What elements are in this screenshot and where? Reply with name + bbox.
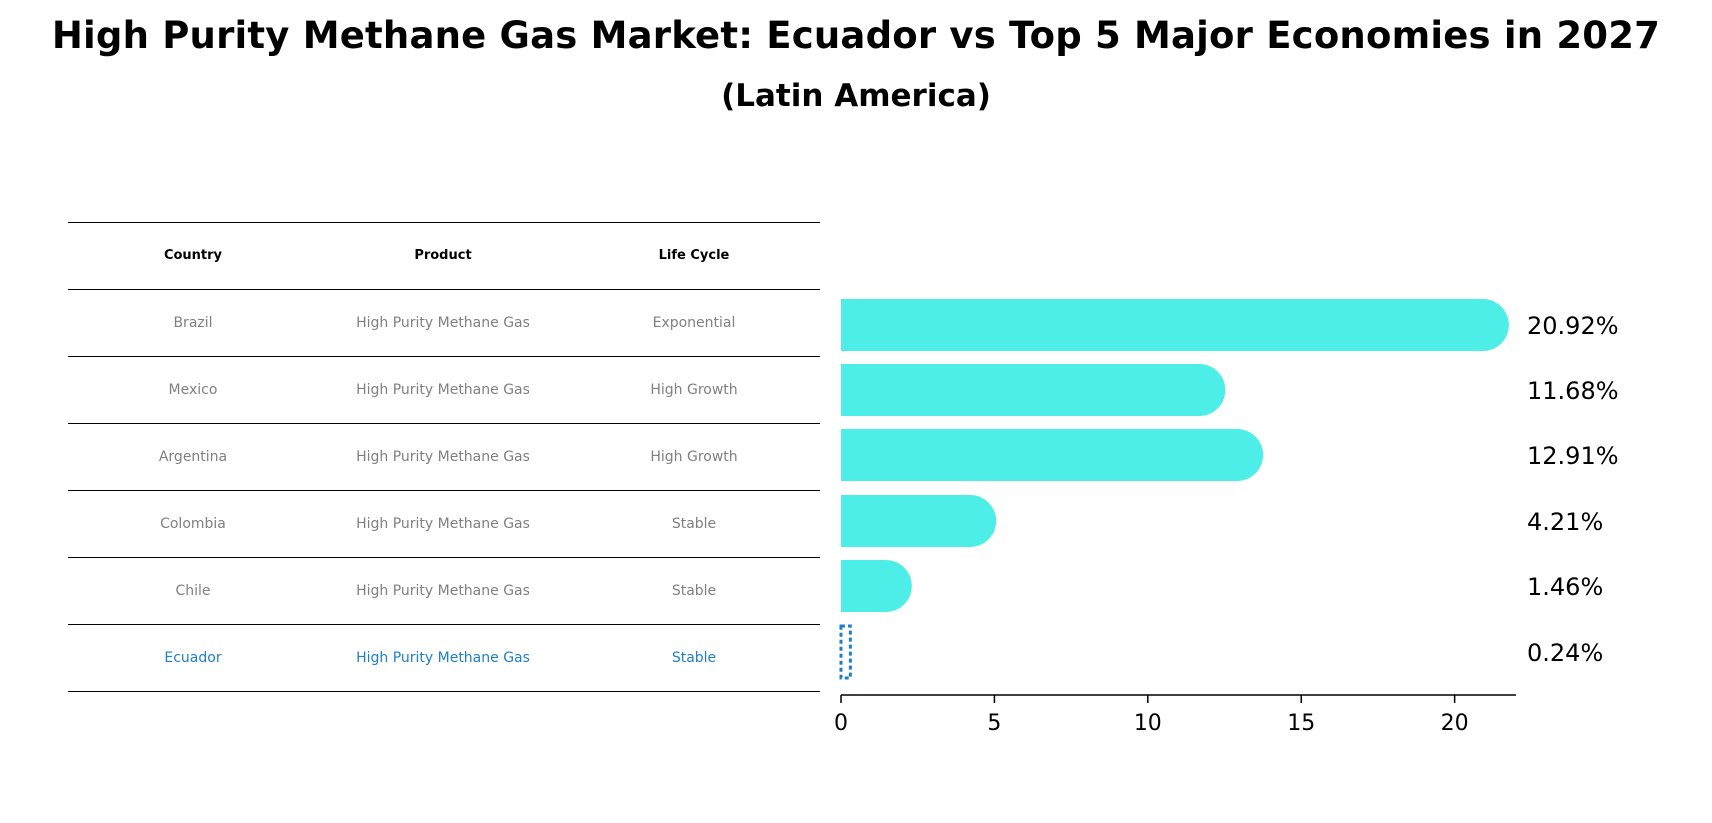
x-tick-label: 15 xyxy=(1287,711,1315,736)
header-life-cycle: Life Cycle xyxy=(658,248,730,263)
product-cell: High Purity Methane Gas xyxy=(356,583,530,599)
value-label-ecuador: 0.24% xyxy=(1527,639,1603,667)
table-row: Colombia High Purity Methane Gas Stable xyxy=(68,490,820,557)
product-cell: High Purity Methane Gas xyxy=(356,315,530,331)
bar-colombia xyxy=(841,495,997,547)
value-label-argentina: 12.91% xyxy=(1527,442,1619,470)
life-cycle-cell: Stable xyxy=(671,516,717,532)
product-cell: High Purity Methane Gas xyxy=(356,449,530,465)
life-cycle-cell: High Growth xyxy=(650,449,738,465)
life-cycle-cell: Stable xyxy=(671,650,717,666)
country-table: Country Product Life Cycle Brazil High P… xyxy=(68,222,820,692)
header-product: Product xyxy=(414,248,472,263)
x-tick-label: 20 xyxy=(1441,711,1469,736)
country-cell: Colombia xyxy=(160,516,226,532)
bar-brazil xyxy=(841,299,1509,351)
country-cell: Ecuador xyxy=(164,650,222,666)
table-row: Mexico High Purity Methane Gas High Grow… xyxy=(68,356,820,423)
value-label-brazil: 20.92% xyxy=(1527,312,1619,340)
chart-subtitle: (Latin America) xyxy=(721,78,991,114)
x-tick-label: 10 xyxy=(1134,711,1162,736)
bar-chile xyxy=(841,560,912,612)
table-row: Chile High Purity Methane Gas Stable xyxy=(68,557,820,624)
table-row: Brazil High Purity Methane Gas Exponenti… xyxy=(68,289,820,356)
product-cell: High Purity Methane Gas xyxy=(356,516,530,532)
life-cycle-cell: Exponential xyxy=(652,315,736,331)
value-label-colombia: 4.21% xyxy=(1527,508,1603,536)
table-row: Argentina High Purity Methane Gas High G… xyxy=(68,423,820,490)
product-cell: High Purity Methane Gas xyxy=(356,650,530,666)
life-cycle-cell: High Growth xyxy=(650,382,738,398)
country-cell: Brazil xyxy=(173,315,213,331)
country-cell: Mexico xyxy=(168,382,218,398)
country-cell: Argentina xyxy=(158,449,228,465)
life-cycle-cell: Stable xyxy=(671,583,717,599)
x-tick-label: 0 xyxy=(834,711,848,736)
x-tick-label: 5 xyxy=(987,711,1001,736)
country-cell: Chile xyxy=(175,583,211,599)
bar-ecuador xyxy=(839,624,852,680)
header-country: Country xyxy=(163,248,223,263)
bar-argentina xyxy=(841,429,1264,481)
product-cell: High Purity Methane Gas xyxy=(356,382,530,398)
bar-mexico xyxy=(841,364,1226,416)
table-row-highlighted: Ecuador High Purity Methane Gas Stable xyxy=(68,624,820,692)
chart-title: High Purity Methane Gas Market: Ecuador … xyxy=(51,14,1661,57)
table-header-row: Country Product Life Cycle xyxy=(68,222,820,289)
value-label-mexico: 11.68% xyxy=(1527,377,1619,405)
value-label-chile: 1.46% xyxy=(1527,573,1603,601)
